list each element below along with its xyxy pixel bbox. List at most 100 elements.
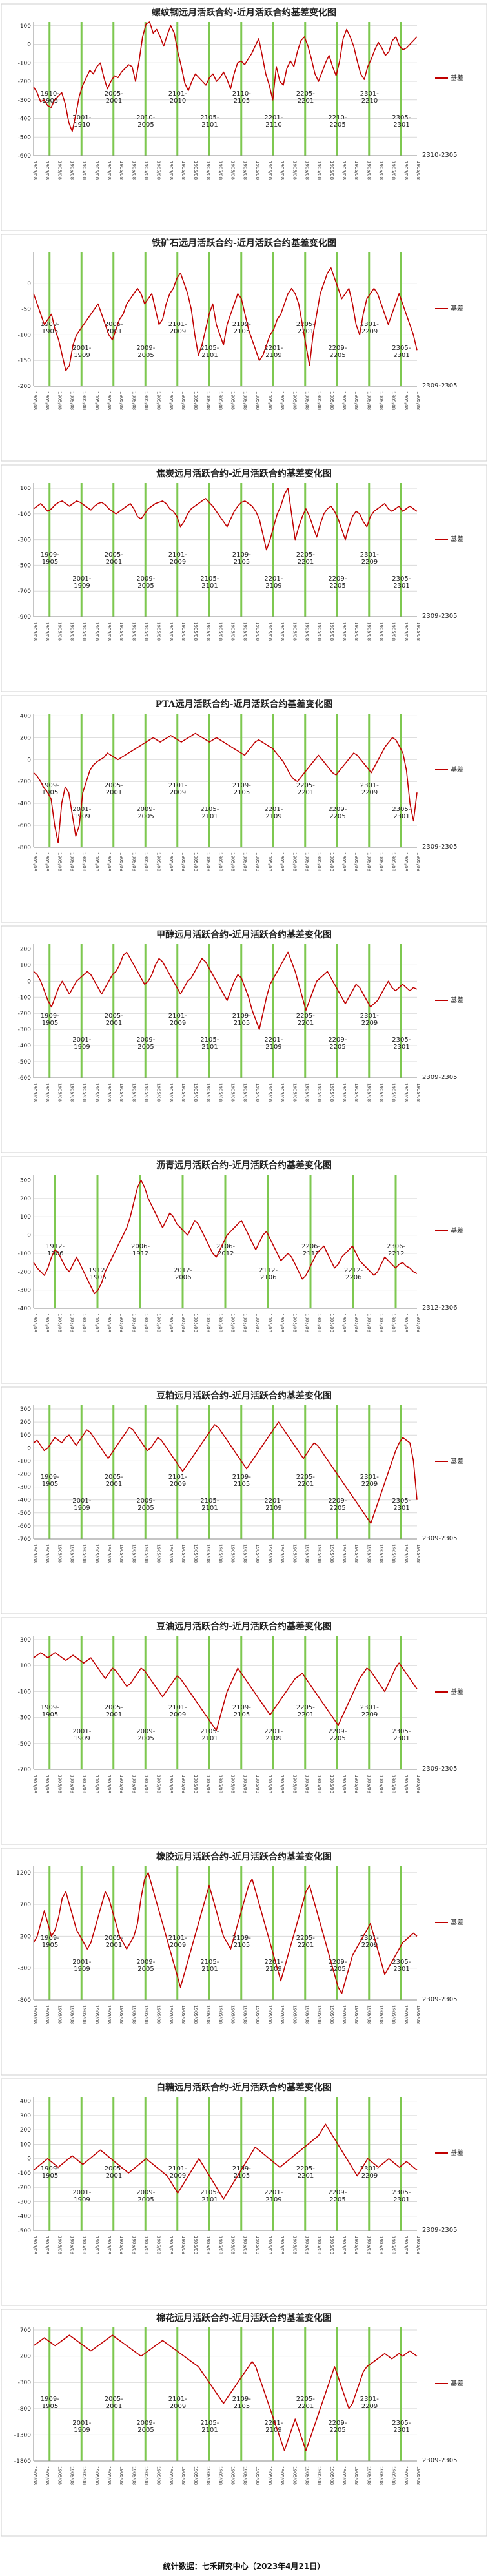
x-tick-label: 1905/08 xyxy=(354,1083,359,1102)
x-tick-label: 1905/08 xyxy=(205,1083,210,1102)
x-tick-label: 1905/08 xyxy=(82,2466,87,2485)
x-tick-label: 1905/08 xyxy=(255,161,260,180)
x-tick-label: 1905/08 xyxy=(255,852,260,871)
x-tick-label: 1905/08 xyxy=(168,1083,174,1102)
x-tick-label: 1905/08 xyxy=(181,2005,186,2024)
band-label: 2001-1909 xyxy=(72,575,91,590)
x-tick-label: 1905/08 xyxy=(329,1314,334,1332)
y-tick-label: -50 xyxy=(21,307,31,313)
band-label: 2105-2101 xyxy=(200,1728,219,1742)
y-tick-label: 700 xyxy=(20,2327,31,2334)
x-tick-label: 1905/08 xyxy=(32,1775,37,1793)
x-tick-label: 1905/08 xyxy=(416,391,421,410)
x-tick-label: 1905/08 xyxy=(230,1775,236,1793)
chart-panel-9: 橡胶远月活跃合约-近月活跃合约基差变化图1200700200-300-80019… xyxy=(1,1848,487,2076)
band-label: 2001-1909 xyxy=(72,2189,91,2203)
band-label: 2012-2006 xyxy=(174,1267,192,1281)
band-label: 2305-2301 xyxy=(392,1498,411,1512)
y-tick-label: 100 xyxy=(20,962,31,969)
x-tick-label: 1905/08 xyxy=(230,1544,236,1563)
y-tick-label: -600 xyxy=(18,1075,32,1082)
x-tick-label: 1905/08 xyxy=(82,2236,87,2254)
x-tick-label: 1905/08 xyxy=(366,2466,371,2485)
y-tick-label: -200 xyxy=(18,2185,32,2191)
band-label: 2105-2101 xyxy=(200,806,219,820)
x-tick-label: 1905/08 xyxy=(243,1544,248,1563)
band-label: 1909-1905 xyxy=(41,1935,59,1949)
chart-panel-1: 螺纹钢远月活跃合约-近月活跃合约基差变化图 100 0 -100 -200 -300 -40… xyxy=(1,3,487,231)
band-label: 2105-2101 xyxy=(200,345,219,359)
x-tick-label: 1905/08 xyxy=(267,1775,272,1793)
x-tick-label: 1905/08 xyxy=(94,161,99,180)
band-label: 2001-1909 xyxy=(72,1498,91,1512)
panel-border xyxy=(1,925,487,1153)
x-tick-label: 1905/08 xyxy=(107,1544,112,1563)
x-tick-label: 1905/08 xyxy=(255,2005,260,2024)
x-tick-label: 1905/08 xyxy=(354,1775,359,1793)
band-label: 2105-2101 xyxy=(200,2420,219,2434)
x-tick-label: 1905/08 xyxy=(341,1083,347,1102)
band-label: 2205-2201 xyxy=(296,551,315,566)
band-label: 2101-2009 xyxy=(168,1704,187,1718)
x-tick-label: 1905/08 xyxy=(45,1544,50,1563)
x-tick-label: 1905/08 xyxy=(156,1083,161,1102)
x-tick-label: 1905/08 xyxy=(143,161,148,180)
x-tick-label: 1905/08 xyxy=(391,2236,396,2254)
chart-title: PTA远月活跃合约-近月活跃合约基差变化图 xyxy=(156,699,333,710)
x-tick-label: 1905/08 xyxy=(403,2466,409,2485)
band-label: 2305-2301 xyxy=(392,1728,411,1742)
chart-title: 沥青远月活跃合约-近月活跃合约基差变化图 xyxy=(156,1160,332,1171)
x-tick-label: 1905/08 xyxy=(32,2005,37,2024)
x-tick-label: 1905/08 xyxy=(193,391,198,410)
x-tick-label: 1905/08 xyxy=(391,2005,396,2024)
band-label: 2001-1909 xyxy=(72,345,91,359)
band-label: 2001-1909 xyxy=(72,806,91,820)
band-label: 1912-1906 xyxy=(46,1243,65,1257)
y-tick-label: -600 xyxy=(18,823,32,829)
y-tick-label: -300 xyxy=(18,1715,32,1722)
x-tick-label: 1905/08 xyxy=(354,2236,359,2254)
band-label: 1912-1906 xyxy=(88,1267,107,1281)
chart-title: 甲醇远月活跃合约-近月活跃合约基差变化图 xyxy=(156,929,332,940)
y-tick-label: 0 xyxy=(27,1233,31,1239)
x-tick-label: 1905/08 xyxy=(280,2236,285,2254)
x-tick-label: 1905/08 xyxy=(181,161,186,180)
band-label: 2301-2209 xyxy=(360,321,379,335)
x-tick-label: 1905/08 xyxy=(243,2236,248,2254)
current-contract-label: 2309-2305 xyxy=(422,1074,458,1081)
x-tick-label: 1905/08 xyxy=(119,2005,124,2024)
band-label: 2009-2005 xyxy=(136,1728,155,1742)
x-tick-label: 1905/08 xyxy=(131,2005,136,2024)
x-tick-label: 1905/08 xyxy=(193,1314,198,1332)
x-tick-label: 1905/08 xyxy=(131,1083,136,1102)
x-tick-label: 1905/08 xyxy=(119,1775,124,1793)
x-tick-label: 1905/08 xyxy=(45,1314,50,1332)
band-label: 2106-2012 xyxy=(216,1243,235,1257)
x-tick-label: 1905/08 xyxy=(193,2466,198,2485)
x-tick-label: 1905/08 xyxy=(69,2236,74,2254)
x-tick-label: 1905/08 xyxy=(255,391,260,410)
legend-label: 基差 xyxy=(451,2379,463,2387)
x-tick-label: 1905/08 xyxy=(341,1775,347,1793)
x-tick-label: 1905/08 xyxy=(391,161,396,180)
y-tick-label: -1800 xyxy=(14,2458,31,2465)
x-tick-label: 1905/08 xyxy=(317,852,322,871)
y-tick-label: 0 xyxy=(27,2156,31,2163)
y-tick-label: -700 xyxy=(18,1536,32,1543)
x-tick-label: 1905/08 xyxy=(341,622,347,641)
x-tick-label: 1905/08 xyxy=(329,2466,334,2485)
x-tick-label: 1905/08 xyxy=(317,622,322,641)
x-tick-label: 1905/08 xyxy=(230,2236,236,2254)
x-tick-label: 1905/08 xyxy=(305,852,310,871)
x-tick-label: 1905/08 xyxy=(45,2466,50,2485)
current-contract-label: 2309-2305 xyxy=(422,382,458,389)
y-tick-label: -300 xyxy=(18,1288,32,1294)
y-tick-label: -800 xyxy=(18,2406,32,2413)
x-tick-label: 1905/08 xyxy=(292,161,297,180)
x-tick-label: 1905/08 xyxy=(168,1544,174,1563)
x-tick-label: 1905/08 xyxy=(94,1775,99,1793)
x-tick-label: 1905/08 xyxy=(267,161,272,180)
legend-label: 基差 xyxy=(451,1457,463,1465)
x-tick-label: 1905/08 xyxy=(379,2005,384,2024)
